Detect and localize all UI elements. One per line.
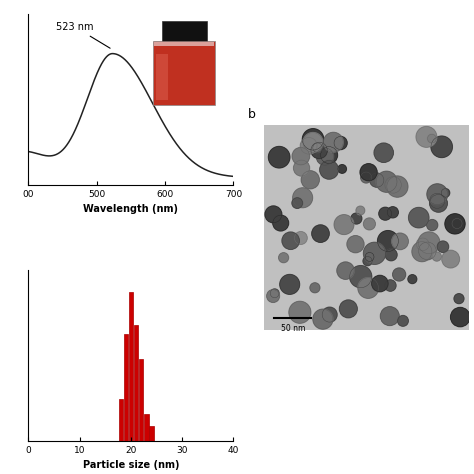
Circle shape <box>429 193 445 209</box>
Circle shape <box>364 218 375 230</box>
Circle shape <box>270 289 279 298</box>
Circle shape <box>378 231 398 252</box>
Circle shape <box>324 132 343 152</box>
X-axis label: Particle size (nm): Particle size (nm) <box>82 460 179 470</box>
Circle shape <box>294 232 307 244</box>
Circle shape <box>289 301 311 323</box>
Circle shape <box>427 184 447 205</box>
Bar <box>118 399 123 441</box>
Circle shape <box>320 146 337 164</box>
Circle shape <box>350 265 372 288</box>
Circle shape <box>374 143 393 162</box>
Circle shape <box>339 300 357 318</box>
Circle shape <box>441 189 450 197</box>
Circle shape <box>392 233 408 250</box>
Bar <box>149 426 154 441</box>
Circle shape <box>451 308 470 327</box>
Text: 50 nm: 50 nm <box>281 324 305 333</box>
Circle shape <box>416 127 437 147</box>
Circle shape <box>398 316 408 326</box>
Circle shape <box>387 176 408 197</box>
Bar <box>144 414 148 441</box>
Circle shape <box>351 213 362 224</box>
Circle shape <box>302 129 324 150</box>
Circle shape <box>338 164 346 173</box>
Circle shape <box>417 238 429 251</box>
Circle shape <box>360 164 377 181</box>
Circle shape <box>376 171 397 192</box>
Circle shape <box>282 232 299 249</box>
Circle shape <box>412 242 432 262</box>
Circle shape <box>370 173 384 187</box>
Circle shape <box>428 134 436 143</box>
Circle shape <box>358 278 378 298</box>
Circle shape <box>267 290 280 302</box>
Bar <box>124 334 128 441</box>
Circle shape <box>322 307 337 322</box>
Circle shape <box>292 147 310 165</box>
Circle shape <box>301 171 319 189</box>
Text: 523 nm: 523 nm <box>56 22 110 48</box>
Circle shape <box>385 249 397 261</box>
Circle shape <box>429 194 447 212</box>
Circle shape <box>293 188 312 208</box>
Circle shape <box>310 283 320 292</box>
Circle shape <box>438 241 448 252</box>
Bar <box>129 292 133 441</box>
Circle shape <box>442 250 459 268</box>
Circle shape <box>337 262 354 279</box>
Circle shape <box>432 252 441 261</box>
Circle shape <box>427 219 438 230</box>
Bar <box>139 359 144 441</box>
Circle shape <box>452 219 462 228</box>
Circle shape <box>381 307 399 326</box>
Circle shape <box>385 280 396 291</box>
Circle shape <box>347 236 364 253</box>
Circle shape <box>418 232 440 254</box>
Circle shape <box>313 309 333 329</box>
Circle shape <box>387 207 398 218</box>
Circle shape <box>419 242 436 260</box>
Circle shape <box>311 142 327 158</box>
Circle shape <box>301 137 317 154</box>
Bar <box>134 325 138 441</box>
Circle shape <box>334 137 347 149</box>
Circle shape <box>372 275 388 292</box>
Circle shape <box>280 274 300 294</box>
Circle shape <box>445 214 465 234</box>
Circle shape <box>392 268 406 281</box>
Circle shape <box>273 215 289 231</box>
Circle shape <box>431 136 452 157</box>
Circle shape <box>334 215 354 235</box>
Circle shape <box>361 172 372 183</box>
Circle shape <box>364 242 385 264</box>
Circle shape <box>293 160 310 176</box>
Circle shape <box>408 275 417 283</box>
Circle shape <box>356 206 365 215</box>
Circle shape <box>365 253 374 261</box>
Circle shape <box>316 148 334 165</box>
Circle shape <box>268 146 290 168</box>
Circle shape <box>312 225 329 242</box>
Circle shape <box>320 161 338 179</box>
Text: b: b <box>248 108 255 121</box>
X-axis label: Wavelength (nm): Wavelength (nm) <box>83 204 178 214</box>
Circle shape <box>409 208 429 228</box>
Circle shape <box>385 177 401 193</box>
Circle shape <box>265 206 282 223</box>
Circle shape <box>379 207 392 220</box>
Circle shape <box>279 253 289 263</box>
Circle shape <box>313 143 322 153</box>
Circle shape <box>303 133 323 152</box>
Circle shape <box>454 294 464 303</box>
Circle shape <box>292 198 302 209</box>
Circle shape <box>363 256 372 265</box>
